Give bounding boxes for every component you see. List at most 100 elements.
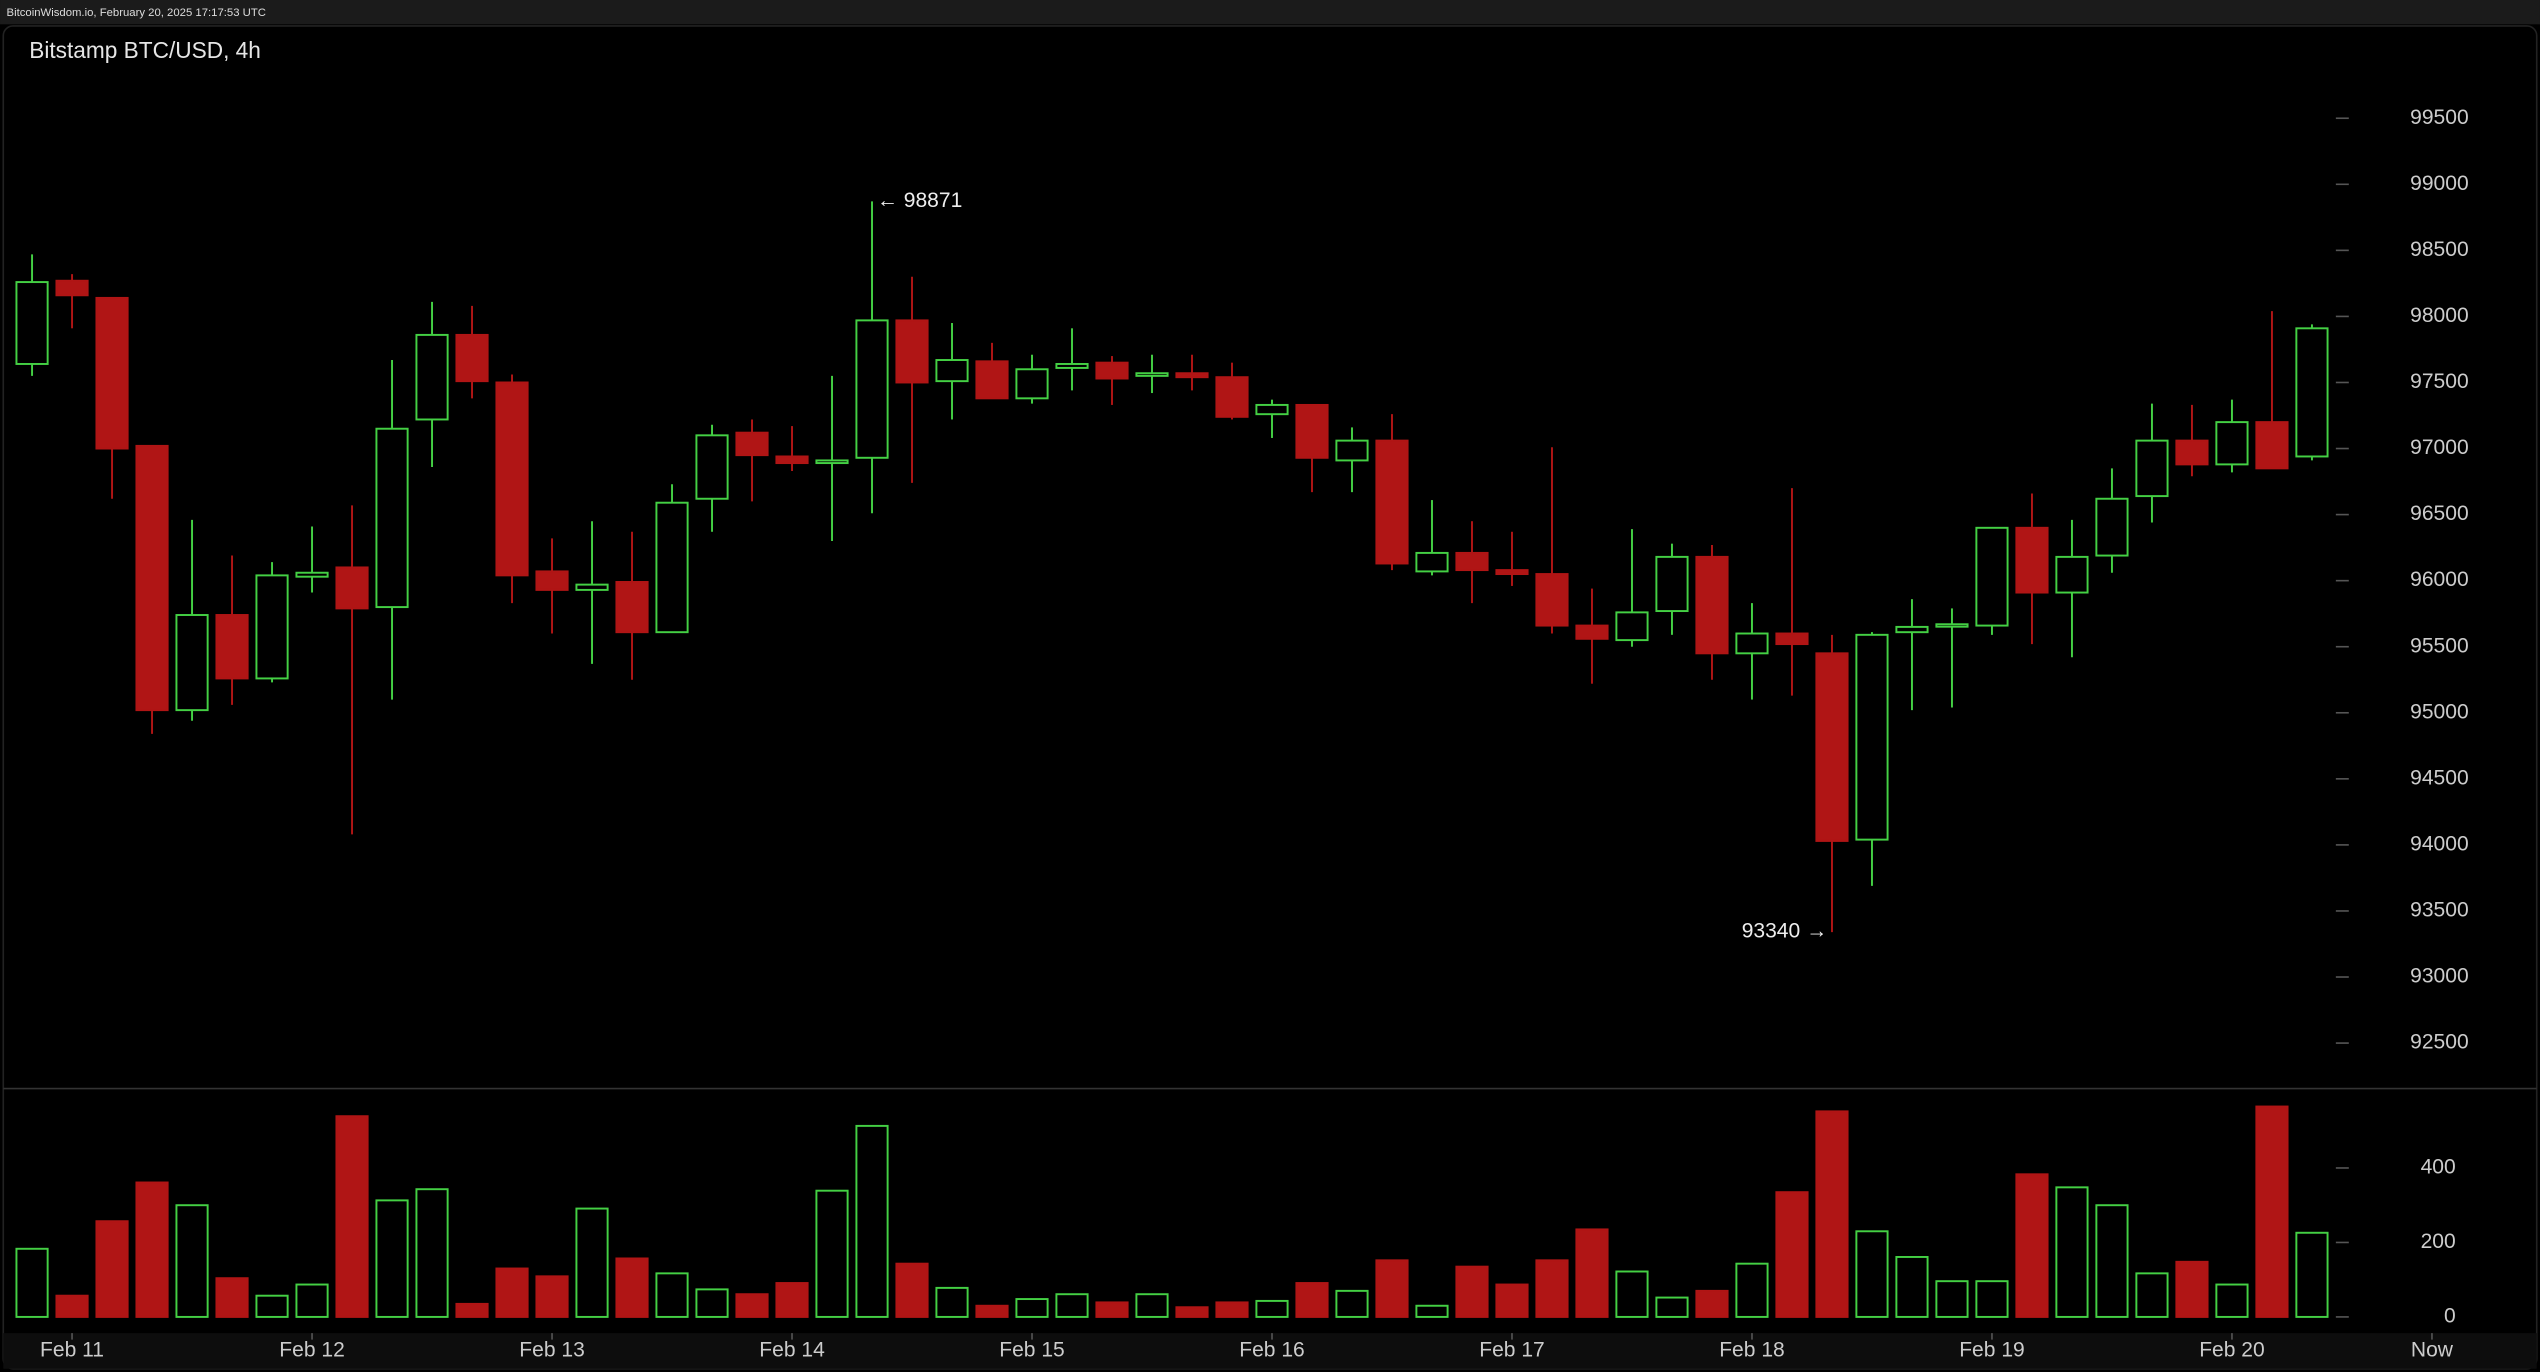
volume-bar: [1055, 1293, 1089, 1318]
x-tick-label: Feb 11: [40, 1339, 104, 1362]
candle-body: [455, 333, 489, 383]
candle-body: [935, 359, 969, 383]
x-tick-label: Feb 15: [999, 1339, 1065, 1362]
candle-body: [2135, 439, 2169, 498]
chart-title: Bitstamp BTC/USD, 4h: [29, 37, 261, 63]
volume-bar: [1535, 1259, 1569, 1318]
candle-body: [1815, 652, 1849, 842]
candle-body: [2015, 526, 2049, 594]
candle-body: [1335, 439, 1369, 462]
volume-bar: [15, 1247, 49, 1318]
candle-body: [2175, 439, 2209, 466]
volume-bar: [335, 1115, 369, 1318]
candle-body: [2055, 555, 2089, 594]
candle-body: [1735, 632, 1769, 655]
candle-body: [15, 281, 49, 365]
volume-bar: [895, 1262, 929, 1318]
volume-bar: [535, 1275, 569, 1318]
volume-bar: [1095, 1301, 1129, 1318]
x-axis-band: [3, 1333, 2537, 1369]
y-tick-label: 96500: [2410, 502, 2469, 525]
candle-body: [1015, 368, 1049, 400]
candle-body: [535, 570, 569, 591]
volume-bar: [655, 1272, 689, 1318]
candle-body: [1695, 555, 1729, 655]
y-tick-label: 99000: [2410, 172, 2469, 195]
y-tick-label: 93500: [2410, 899, 2469, 922]
x-tick-label: Now: [2411, 1339, 2454, 1362]
volume-bar: [1415, 1304, 1449, 1318]
volume-bar: [1215, 1301, 1249, 1318]
candle-body: [2255, 421, 2289, 470]
y-tick-label: 0: [2444, 1304, 2456, 1327]
volume-bar: [2135, 1272, 2169, 1318]
volume-bar: [2295, 1231, 2329, 1318]
candle-body: [55, 279, 89, 297]
candle-body: [495, 381, 529, 577]
volume-bar: [295, 1283, 329, 1318]
y-tick-label: 95000: [2410, 700, 2469, 723]
volume-bar: [855, 1124, 889, 1318]
candle-body: [575, 583, 609, 591]
volume-bar: [1775, 1191, 1809, 1318]
candle-body: [1895, 625, 1929, 634]
candle-body: [1935, 623, 1969, 628]
candle-body: [2095, 497, 2129, 557]
volume-bar: [775, 1282, 809, 1318]
volume-bar: [1575, 1228, 1609, 1318]
candle-body: [1975, 526, 2009, 627]
candle-body: [1255, 403, 1289, 416]
candle-body: [1535, 573, 1569, 627]
volume-bar: [1615, 1270, 1649, 1318]
x-tick-label: Feb 14: [759, 1339, 825, 1362]
candle-body: [1615, 611, 1649, 642]
annotation: ← 98871: [877, 189, 962, 212]
candle-body: [1135, 372, 1169, 377]
candle-body: [1455, 551, 1489, 572]
volume-bar: [1495, 1283, 1529, 1318]
volume-bar: [1015, 1298, 1049, 1318]
candle-body: [1855, 633, 1889, 841]
volume-bar: [1975, 1280, 2009, 1318]
candle-body: [775, 455, 809, 465]
volume-bar: [2255, 1105, 2289, 1318]
candle-body: [1095, 361, 1129, 380]
candle-body: [615, 581, 649, 634]
volume-bar: [1455, 1265, 1489, 1318]
candle-body: [1175, 372, 1209, 379]
candle-body: [1495, 569, 1529, 576]
volume-bar: [1695, 1289, 1729, 1318]
candle-body: [1375, 439, 1409, 565]
volume-bar: [1815, 1110, 1849, 1318]
y-tick-label: 97500: [2410, 370, 2469, 393]
candle-body: [335, 566, 369, 610]
volume-bar: [215, 1277, 249, 1318]
candle-body: [655, 501, 689, 634]
volume-bar: [2095, 1204, 2129, 1318]
volume-bar: [615, 1257, 649, 1318]
x-tick-label: Feb 13: [519, 1339, 585, 1362]
candle-body: [695, 434, 729, 500]
volume-bar: [495, 1267, 529, 1318]
volume-bar: [95, 1220, 129, 1318]
candle-body: [735, 431, 769, 457]
candle-body: [895, 319, 929, 384]
y-tick-label: 400: [2421, 1156, 2456, 1179]
candle-body: [135, 444, 169, 712]
volume-bar: [815, 1189, 849, 1318]
x-tick-label: Feb 17: [1479, 1339, 1545, 1362]
candle-body: [1295, 403, 1329, 459]
header-bar: [0, 0, 2540, 25]
volume-bar: [1655, 1296, 1689, 1318]
volume-bar: [1175, 1306, 1209, 1318]
candle-body: [855, 319, 889, 459]
header-text: BitcoinWisdom.io, February 20, 2025 17:1…: [7, 7, 266, 19]
volume-bar: [415, 1188, 449, 1318]
y-tick-label: 99500: [2410, 106, 2469, 129]
candle-body: [2215, 421, 2249, 466]
annotation: 93340 →: [1742, 920, 1827, 943]
candle-body: [1215, 376, 1249, 418]
volume-bar: [575, 1207, 609, 1318]
candle-body: [175, 614, 209, 712]
